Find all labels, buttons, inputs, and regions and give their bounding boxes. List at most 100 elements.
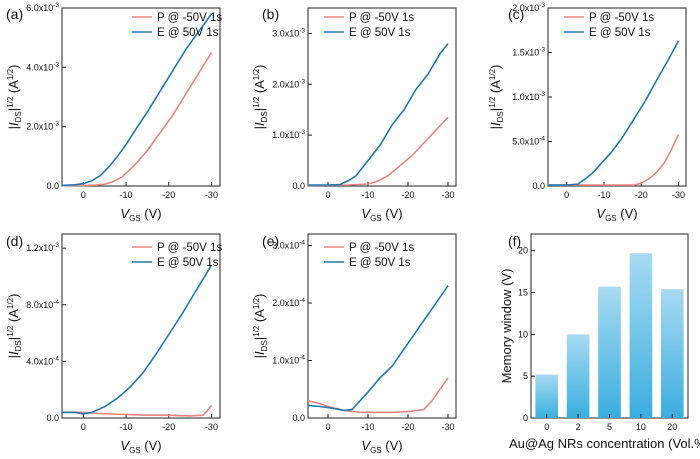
y-tick-label: 0.0	[46, 413, 59, 423]
panel-label: (c)	[508, 6, 524, 22]
legend-label-E: E @ 50V 1s	[589, 27, 651, 39]
y-tick-label: 2.0x10-3	[26, 121, 59, 132]
x-tick-label: 10	[636, 422, 646, 432]
x-tick-label: 20	[667, 422, 677, 432]
y-tick-label: 3.0x10-3	[272, 27, 305, 38]
x-axis-title: VGS (V)	[361, 206, 402, 223]
y-tick-label: 0.0	[292, 413, 305, 423]
legend-label-P: P @ -50V 1s	[157, 12, 222, 24]
y-axis-title: |IDS|1/2 (A1/2)	[6, 294, 23, 359]
series-line-E	[308, 43, 449, 186]
y-tick-label: 4.0x10-3	[26, 61, 59, 72]
y-axis-title: |IDS|1/2 (A1/2)	[488, 65, 505, 130]
legend-label-P: P @ -50V 1s	[349, 242, 414, 254]
x-tick-label: -20	[401, 190, 414, 200]
series-line-E	[62, 264, 213, 415]
x-tick-label: -30	[441, 422, 454, 432]
x-tick-label: -20	[401, 422, 414, 432]
x-tick-label: -10	[361, 190, 374, 200]
series-line-P	[61, 52, 213, 187]
x-tick-label: 0	[544, 422, 549, 432]
y-axis-title: |IDS|1/2 (A1/2)	[252, 294, 269, 359]
x-tick-label: 0	[564, 190, 569, 200]
x-axis-title: Au@Ag NRs concentration (Vol.%)	[509, 436, 700, 451]
x-tick-label: -10	[361, 422, 374, 432]
legend-label-P: P @ -50V 1s	[157, 242, 222, 254]
series-line-P	[548, 134, 680, 186]
x-tick-label: -30	[205, 422, 218, 432]
legend-label-P: P @ -50V 1s	[349, 12, 414, 24]
legend-label-E: E @ 50V 1s	[349, 257, 411, 269]
y-tick-label: 0	[523, 413, 528, 423]
y-axis-title: |IDS|1/2 (A1/2)	[6, 65, 23, 130]
y-tick-label: 6.0x10-3	[26, 2, 59, 13]
y-tick-label: 10	[518, 329, 528, 339]
x-tick-label: 2	[576, 422, 581, 432]
bar-5	[598, 286, 621, 418]
x-tick-label: -20	[635, 190, 648, 200]
y-tick-label: 1.2x10-3	[26, 242, 59, 253]
series-line-P	[62, 404, 213, 417]
panel-label: (b)	[262, 6, 279, 22]
y-tick-label: 2.0x10-3	[512, 2, 545, 13]
x-tick-label: -10	[120, 422, 133, 432]
y-tick-label: 2.0x10-3	[272, 78, 305, 89]
x-tick-label: -30	[441, 190, 454, 200]
y-tick-label: 1.0x10-3	[512, 91, 545, 102]
y-tick-label: 0.0	[46, 181, 59, 191]
y-tick-label: 4.0x10-4	[26, 355, 59, 366]
x-tick-label: -30	[205, 190, 218, 200]
y-tick-label: 0.0	[532, 181, 545, 191]
panel-label: (d)	[6, 233, 23, 249]
bar-10	[629, 253, 653, 418]
legend-label-E: E @ 50V 1s	[349, 27, 411, 39]
panel-a: (a) 0.0 2.0x10-3 4.0x10-3 6.0x10-3 0 -10 -20 -30…	[6, 2, 222, 223]
y-axis-title: |IDS|1/2 (A1/2)	[252, 65, 269, 130]
x-tick-label: 0	[81, 422, 86, 432]
panel-b: (b) 0.0 1.0x10-3 2.0x10-3 3.0x10-3 0 -10 -20 -30…	[252, 6, 457, 223]
bar-0	[535, 374, 559, 418]
x-axis-title: VGS (V)	[120, 438, 161, 455]
y-tick-label: 1.0x10-3	[272, 129, 305, 140]
series-line-E	[307, 285, 449, 412]
legend-label-E: E @ 50V 1s	[157, 257, 219, 269]
panel-label: (f)	[508, 233, 521, 249]
panel-d: (d) 0.0 4.0x10-4 8.0x10-4 1.2x10-3 0 -10 -20 -30…	[6, 233, 222, 455]
y-tick-label: 5	[523, 371, 528, 381]
y-tick-label: 15	[518, 288, 528, 298]
plot-frame	[61, 233, 221, 419]
panel-f: (f) 0 5 10 15 20 0 2 5 10 20 Au@Ag NRs concentratio…	[499, 233, 700, 451]
y-tick-label: 0.0	[292, 181, 305, 191]
x-tick-label: -30	[672, 190, 685, 200]
plot-frame	[307, 233, 457, 419]
y-axis-title: Memory window (V)	[499, 269, 514, 384]
series-line-E	[548, 40, 680, 186]
bar-20	[660, 289, 684, 418]
plot-frame	[61, 7, 221, 187]
plot-frame	[307, 7, 457, 187]
series-line-P	[307, 377, 449, 414]
legend-label-E: E @ 50V 1s	[157, 27, 219, 39]
panel-e: (e) 0.0 1.0x10-4 2.0x10-4 3.0x10-4 0 -10 -20 -30…	[252, 233, 457, 455]
x-axis-title: VGS (V)	[120, 206, 161, 223]
panel-label: (e)	[262, 233, 279, 249]
x-tick-label: -20	[162, 190, 175, 200]
x-tick-label: 0	[81, 190, 86, 200]
x-tick-label: 0	[325, 190, 330, 200]
y-tick-label: 2.0x10-4	[272, 297, 305, 308]
x-axis-title: VGS (V)	[596, 206, 637, 223]
x-tick-label: -20	[162, 422, 175, 432]
series-line-E	[61, 13, 213, 187]
y-tick-label: 8.0x10-4	[26, 299, 59, 310]
y-tick-label: 20	[518, 246, 528, 256]
x-tick-label: -10	[597, 190, 610, 200]
x-tick-label: 0	[325, 422, 330, 432]
x-tick-label: -10	[120, 190, 133, 200]
panel-label: (a)	[6, 6, 23, 22]
legend-label-P: P @ -50V 1s	[589, 12, 654, 24]
x-axis-title: VGS (V)	[361, 438, 402, 455]
panel-c: (c) 0.0 5.0x10-4 1.0x10-3 1.5x10-3 2.0x10-3 0 -…	[488, 2, 687, 223]
y-tick-label: 3.0x10-4	[272, 240, 305, 251]
x-tick-label: 5	[607, 422, 612, 432]
